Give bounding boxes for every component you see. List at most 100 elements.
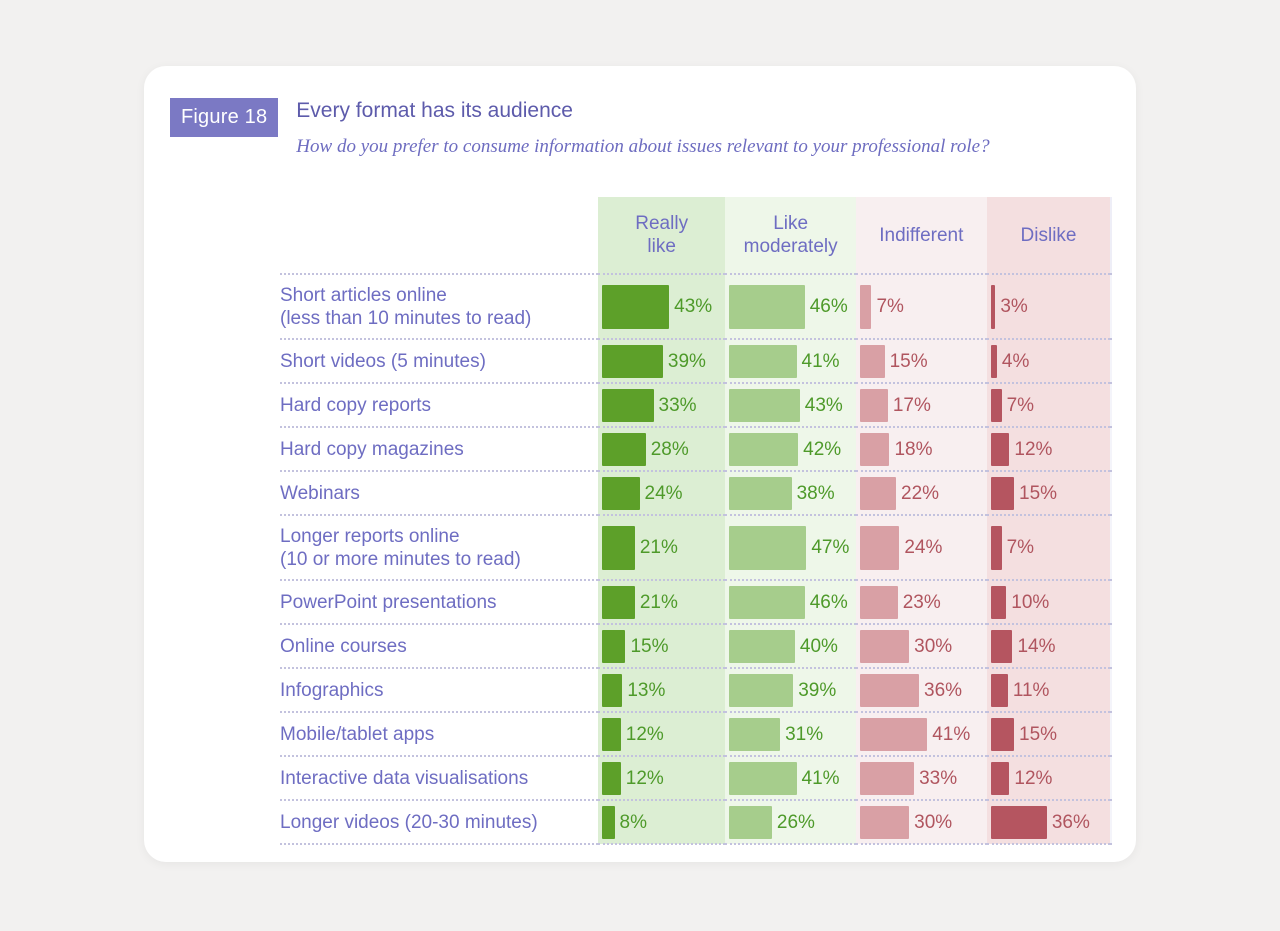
value-label-indifferent: 30% — [914, 635, 953, 657]
cell-dislike: 15% — [986, 712, 1111, 757]
column-header-like-moderately-line1: Like — [773, 213, 809, 234]
cell-content: 17% — [856, 384, 987, 426]
cell-content: 43% — [725, 384, 856, 426]
cell-really-like: 21% — [598, 515, 726, 581]
cell-really-like: 12% — [598, 756, 726, 801]
column-header-really-like-line2: like — [647, 236, 676, 257]
table-row: Longer reports online (10 or more minutes… — [280, 515, 1112, 581]
value-label-like-moderately: 43% — [804, 394, 843, 416]
value-label-dislike: 4% — [1001, 350, 1030, 372]
cell-dislike: 7% — [986, 515, 1111, 581]
table-row: Webinars 24% 38% 22% 15% 1% — [280, 471, 1112, 516]
value-label-really-like: 24% — [644, 482, 683, 504]
figure-title: Every format has its audience — [296, 99, 573, 122]
table-body: Short articles online (less than 10 minut… — [280, 274, 1112, 845]
row-label-line1: Infographics — [280, 679, 384, 701]
row-label-line2: (less than 10 minutes to read) — [280, 307, 532, 329]
cell-dislike: 12% — [986, 756, 1111, 801]
figure-header: Figure 18 Every format has its audience … — [170, 98, 990, 159]
cell-content: 14% — [987, 625, 1111, 667]
column-header-really-like-line1: Really — [635, 213, 689, 234]
cell-content: 28% — [598, 428, 725, 470]
value-label-like-moderately: 47% — [811, 537, 850, 558]
value-label-really-like: 21% — [639, 537, 678, 558]
table-header-row: Really like Like moderately Indifferent … — [280, 197, 1112, 275]
cell-content: 7% — [987, 516, 1111, 579]
figure-number-badge: Figure 18 — [170, 98, 279, 137]
bar-like-moderately — [729, 805, 772, 839]
cell-really-like: 8% — [598, 800, 726, 845]
cell-like-moderately: 40% — [725, 624, 856, 669]
cell-content: 46% — [725, 581, 856, 623]
value-label-like-moderately: 41% — [801, 350, 840, 372]
cell-dislike: 12% — [986, 427, 1111, 472]
cell-indifferent: 18% — [855, 427, 987, 472]
cell-indifferent: 30% — [855, 624, 987, 669]
row-label-line1: Online courses — [280, 635, 407, 657]
bar-indifferent — [859, 585, 898, 619]
value-label-really-like: 12% — [625, 767, 664, 789]
value-label-really-like: 28% — [650, 438, 689, 460]
bar-really-like — [602, 629, 626, 663]
value-label-really-like: 12% — [625, 723, 664, 745]
value-label-like-moderately: 39% — [798, 679, 837, 701]
bar-indifferent — [859, 344, 885, 378]
value-label-really-like: 33% — [658, 394, 697, 416]
cell-content: 41% — [856, 713, 987, 755]
value-label-dislike: 14% — [1017, 635, 1056, 657]
cell-content: 1% — [1110, 801, 1112, 843]
bar-indifferent — [859, 388, 888, 422]
cell-content: 21% — [598, 581, 725, 623]
cell-indifferent: 33% — [855, 756, 987, 801]
row-label-line1: Hard copy magazines — [280, 438, 464, 460]
row-label-line1: Longer reports online — [280, 525, 460, 547]
cell-dislike: 10% — [986, 580, 1111, 625]
column-header-dislike: Dislike — [986, 197, 1111, 275]
cell-content: 1% — [1110, 340, 1112, 382]
bar-indifferent — [859, 476, 897, 510]
value-label-like-moderately: 40% — [799, 635, 838, 657]
cell-content: 43% — [598, 275, 725, 338]
row-label-line1: Longer videos (20-30 minutes) — [280, 811, 538, 833]
row-label-line1: Interactive data visualisations — [280, 767, 529, 789]
cell-dont-know: 1% — [1110, 471, 1112, 516]
value-label-like-moderately: 46% — [809, 591, 848, 613]
row-label-line2: (10 or more minutes to read) — [280, 548, 521, 570]
column-header-like-moderately-line2: moderately — [743, 236, 838, 257]
cell-content: 13% — [598, 669, 725, 711]
bar-really-like — [602, 761, 621, 795]
value-label-dislike: 36% — [1051, 811, 1090, 833]
cell-really-like: 43% — [598, 274, 726, 340]
row-label: Longer videos (20-30 minutes) — [280, 800, 599, 845]
table-row: Hard copy magazines 28% 42% 18% 12% 1% — [280, 427, 1112, 472]
bar-like-moderately — [729, 388, 800, 422]
figure-header-text: Every format has its audience How do you… — [296, 98, 989, 159]
cell-really-like: 28% — [598, 427, 726, 472]
bar-dislike — [990, 717, 1015, 751]
value-label-indifferent: 41% — [932, 723, 971, 745]
cell-content: 42% — [725, 428, 856, 470]
cell-like-moderately: 39% — [725, 668, 856, 713]
row-label: Hard copy reports — [280, 383, 599, 428]
cell-content: 36% — [987, 801, 1111, 843]
value-label-dislike: 10% — [1011, 591, 1050, 613]
bar-like-moderately — [729, 525, 807, 570]
column-header-dont-know: Don't know — [1110, 197, 1112, 275]
cell-dislike: 7% — [986, 383, 1111, 428]
cell-dislike: 14% — [986, 624, 1111, 669]
cell-content: 2% — [1110, 757, 1112, 799]
value-label-like-moderately: 42% — [803, 438, 842, 460]
value-label-dislike: 15% — [1019, 482, 1058, 504]
row-label: Short articles online (less than 10 minut… — [280, 274, 599, 340]
cell-dislike: 4% — [986, 339, 1111, 384]
bar-indifferent — [859, 432, 890, 466]
cell-really-like: 33% — [598, 383, 726, 428]
bar-dislike — [990, 344, 997, 378]
cell-really-like: 21% — [598, 580, 726, 625]
cell-content: 41% — [725, 757, 856, 799]
figure-subtitle: How do you prefer to consume information… — [296, 136, 990, 157]
cell-content: 10% — [987, 581, 1111, 623]
cell-content: 24% — [856, 516, 987, 579]
cell-content: 7% — [856, 275, 987, 338]
bar-like-moderately — [729, 476, 792, 510]
